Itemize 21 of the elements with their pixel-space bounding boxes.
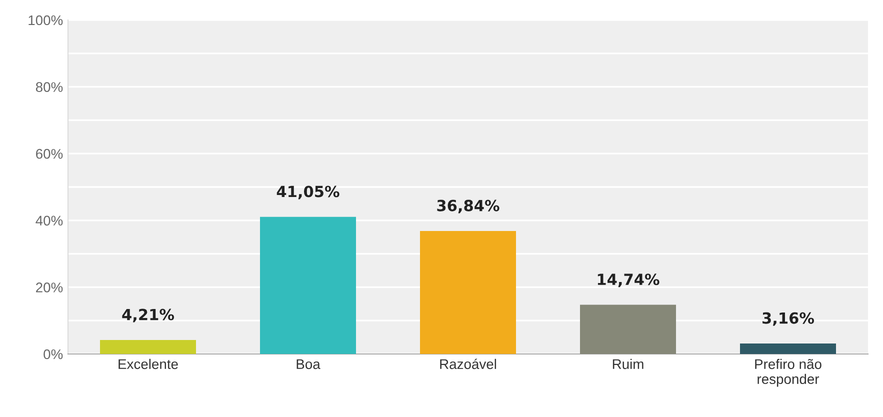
- y-tick-label: 80%: [36, 82, 63, 92]
- x-tick-label: Prefiro não responder: [755, 358, 822, 387]
- bar: [100, 340, 196, 354]
- data-label: 3,16%: [762, 312, 814, 326]
- y-tick-label: 40%: [36, 216, 63, 226]
- x-tick-label: Ruim: [612, 358, 644, 370]
- bar: [260, 216, 356, 354]
- data-label: 36,84%: [437, 200, 500, 214]
- x-tick-label: Excelente: [118, 358, 178, 370]
- bar: [420, 230, 516, 354]
- x-tick-label: Razoável: [440, 358, 496, 370]
- data-label: 14,74%: [598, 274, 660, 288]
- y-tick-label: 20%: [36, 282, 63, 292]
- y-tick-label: 0%: [44, 349, 63, 360]
- bar: [740, 343, 836, 354]
- y-tick-label: 60%: [36, 148, 63, 159]
- data-label: 4,21%: [122, 308, 174, 322]
- y-tick-label: 100%: [28, 15, 63, 26]
- bar: [580, 304, 676, 354]
- x-tick-label: Boa: [296, 359, 320, 370]
- data-label: 41,05%: [276, 186, 340, 200]
